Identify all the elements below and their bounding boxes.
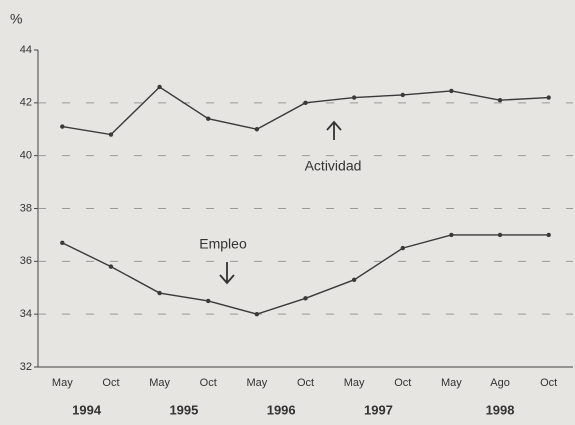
arrow-down [219,262,235,285]
data-point [497,97,503,103]
x-tick-label: Ago [490,377,510,389]
year-label: 1995 [169,402,198,417]
year-label: 1998 [486,402,515,417]
data-point [108,264,114,269]
y-tick-label: 38 [20,202,32,214]
x-tick-label: Oct [102,377,119,389]
y-tick-label: 34 [20,308,32,320]
data-point [546,232,551,238]
y-tick-label: 32 [20,361,32,373]
x-tick-label: May [344,377,365,389]
y-tick-label: 36 [20,255,32,267]
data-point [303,100,308,106]
data-point [449,232,454,238]
data-point [351,95,357,100]
series-label: Actividad [305,158,362,174]
data-point [254,311,260,317]
data-point [449,88,454,94]
data-point [497,232,503,238]
data-point [546,95,551,100]
data-point [254,127,260,132]
x-tick-label: Oct [540,377,557,389]
x-tick-label: Oct [394,377,411,389]
x-tick-label: May [149,377,170,389]
data-point [351,277,357,283]
data-point [400,92,405,98]
data-point [60,124,65,129]
year-label: 1996 [267,402,296,417]
data-point [108,132,114,137]
data-point [157,290,162,296]
data-point [157,84,162,90]
y-axis-label: % [10,11,22,27]
y-tick-label: 40 [20,150,32,162]
arrow-up [326,120,342,140]
data-point [60,240,65,246]
series-line [62,234,549,315]
x-tick-label: May [246,377,267,389]
series-line [62,86,549,136]
year-label: 1997 [364,402,393,417]
x-tick-label: Oct [297,377,314,389]
data-point [303,296,308,301]
data-point [206,298,211,304]
x-tick-label: May [52,377,73,389]
data-point [206,116,211,121]
data-point [400,245,405,251]
year-label: 1994 [72,402,102,417]
y-tick-label: 42 [20,97,32,109]
y-tick-label: 44 [20,44,32,56]
series-label: Empleo [199,236,247,252]
x-tick-label: Oct [200,377,217,389]
x-tick-label: May [441,377,462,389]
